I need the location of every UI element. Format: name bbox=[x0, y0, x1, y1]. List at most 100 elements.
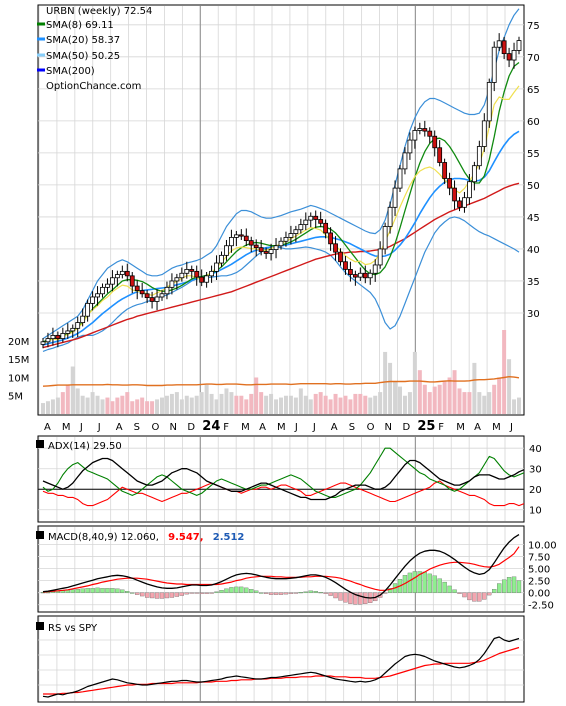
candle-body bbox=[204, 275, 210, 283]
volume-bar bbox=[462, 392, 467, 414]
sma8-legend-label: SMA(8) 69.11 bbox=[46, 20, 114, 31]
macd-histogram-bar bbox=[298, 592, 303, 594]
macd-panel: -2.500.002.505.007.50 10.00 MACD(8,40,9) … bbox=[36, 525, 557, 613]
volume-bar bbox=[497, 377, 502, 414]
macd-histogram-bar bbox=[244, 587, 249, 593]
candle-body bbox=[209, 270, 214, 277]
candle-body bbox=[432, 135, 438, 149]
candle-body bbox=[442, 162, 448, 179]
macd-histogram-bar bbox=[447, 585, 452, 593]
macd-histogram-bar bbox=[497, 583, 502, 593]
candle-body bbox=[184, 269, 190, 274]
volume-bar bbox=[174, 392, 179, 414]
candle-body bbox=[119, 270, 125, 275]
macd-histogram-bar bbox=[204, 592, 209, 594]
volume-bar bbox=[373, 395, 378, 414]
candle-body bbox=[348, 269, 353, 275]
macd-histogram-bar bbox=[144, 592, 150, 598]
candle-body bbox=[407, 139, 413, 154]
candle-body bbox=[189, 269, 195, 272]
volume-bar bbox=[487, 392, 492, 414]
macd-histogram-bar bbox=[318, 592, 323, 594]
candle-body bbox=[422, 128, 428, 132]
macd-histogram-bar bbox=[75, 589, 80, 593]
candle-body bbox=[303, 219, 309, 226]
volume-bar bbox=[502, 330, 507, 414]
x-axis-tick-label: A bbox=[474, 422, 481, 433]
macd-histogram-bar bbox=[268, 592, 274, 595]
macd-histogram-bar bbox=[278, 592, 284, 595]
volume-bar bbox=[239, 395, 244, 414]
macd-histogram-bar bbox=[308, 590, 313, 593]
candle-body bbox=[45, 338, 51, 343]
candle-body bbox=[144, 293, 150, 299]
volume-bar bbox=[229, 392, 234, 414]
candle-body bbox=[318, 219, 324, 224]
price-tick-label: 55 bbox=[527, 149, 540, 160]
x-axis-tick-label: O bbox=[367, 422, 375, 433]
candle-body bbox=[501, 40, 507, 55]
x-axis-tick-label: D bbox=[187, 422, 195, 433]
macd-histogram-bar bbox=[387, 588, 393, 593]
adx-tick-label: 40 bbox=[529, 444, 542, 455]
volume-bar bbox=[80, 395, 85, 414]
candle-body bbox=[85, 302, 91, 317]
volume-bar bbox=[467, 392, 472, 414]
macd-histogram-bar bbox=[482, 592, 487, 600]
volume-bar bbox=[219, 393, 224, 414]
macd-histogram-bar bbox=[407, 572, 413, 593]
adx-tick-label: 10 bbox=[529, 506, 542, 517]
volume-bar bbox=[412, 351, 417, 414]
candle-body bbox=[134, 285, 140, 291]
sma200-legend-label: SMA(200) bbox=[46, 66, 95, 77]
candle-body bbox=[402, 152, 408, 170]
candle-body bbox=[233, 234, 239, 238]
volume-bar bbox=[393, 381, 398, 414]
macd-histogram-bar bbox=[179, 592, 184, 596]
price-tick-label: 70 bbox=[527, 53, 540, 64]
volume-bar bbox=[65, 384, 70, 414]
price-legend: URBN (weekly) 72.54 SMA(8) 69.11 SMA(20)… bbox=[37, 6, 152, 92]
macd-histogram-bar bbox=[100, 588, 105, 593]
volume-bar bbox=[298, 388, 303, 414]
volume-bar bbox=[318, 392, 323, 414]
candle-body bbox=[471, 165, 477, 183]
candle-body bbox=[253, 244, 259, 249]
x-axis-tick-label: F bbox=[223, 422, 229, 433]
macd-tick-label: -2.50 bbox=[528, 601, 554, 612]
macd-histogram-bar bbox=[174, 592, 180, 597]
adx-tick-label: 30 bbox=[529, 465, 542, 476]
candle-body bbox=[263, 251, 269, 254]
volume-bar bbox=[115, 397, 120, 414]
macd-histogram-bar bbox=[239, 586, 244, 593]
candle-body bbox=[273, 245, 279, 250]
volume-bar bbox=[145, 401, 150, 414]
volume-bar bbox=[90, 392, 95, 414]
macd-histogram-bar bbox=[333, 592, 338, 599]
macd-histogram-bar bbox=[140, 592, 145, 597]
price-tick-label: 35 bbox=[527, 277, 540, 288]
volume-bar bbox=[402, 395, 407, 414]
candle-body bbox=[95, 293, 100, 298]
candle-body bbox=[476, 146, 482, 167]
candle-body bbox=[75, 322, 81, 329]
candle-body bbox=[486, 82, 492, 122]
macd-histogram-bar bbox=[273, 592, 279, 595]
macd-tick-label: 7.50 bbox=[528, 553, 550, 564]
volume-bar bbox=[194, 395, 199, 414]
volume-bar bbox=[388, 362, 393, 414]
volume-bar bbox=[279, 397, 283, 414]
volume-bar bbox=[254, 377, 259, 414]
volume-tick-label: 10M bbox=[8, 373, 29, 384]
macd-histogram-bar bbox=[487, 592, 492, 596]
x-axis-tick-label: 24 bbox=[202, 419, 220, 434]
candle-body bbox=[100, 286, 105, 295]
adx-legend-label: ADX(14) 29.50 bbox=[48, 441, 122, 452]
candle-body bbox=[268, 249, 274, 254]
volume-bar bbox=[244, 399, 249, 414]
candle-body bbox=[238, 234, 244, 237]
candle-body bbox=[214, 262, 219, 272]
x-axis-tick-label: O bbox=[152, 422, 160, 433]
rs-ma-line bbox=[43, 646, 520, 695]
